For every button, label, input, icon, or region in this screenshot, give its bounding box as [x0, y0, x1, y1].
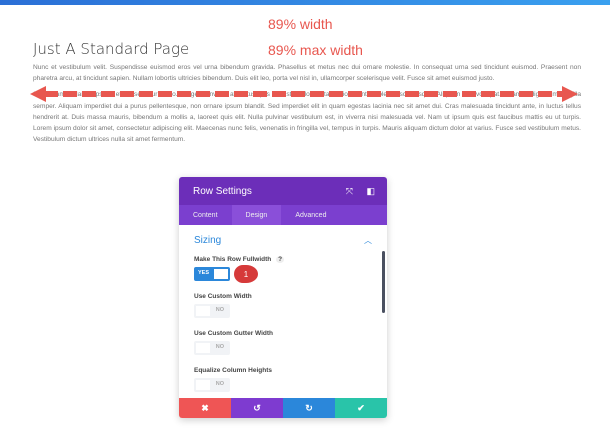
tab-advanced[interactable]: Advanced — [295, 211, 327, 219]
undo-button[interactable]: ↺ — [231, 398, 283, 418]
tab-content[interactable]: Content — [193, 211, 218, 219]
annotation-max-width: 89% max width — [268, 42, 363, 58]
tab-design[interactable]: Design — [231, 205, 282, 225]
modal-title: Row Settings — [193, 185, 252, 197]
fullwidth-toggle[interactable]: YES — [194, 267, 230, 281]
cancel-button[interactable]: ✖ — [179, 398, 231, 418]
check-icon: ✔ — [357, 402, 365, 413]
close-icon: ✖ — [201, 402, 209, 413]
section-sizing[interactable]: Sizing ︿ — [194, 235, 372, 246]
annotation-width: 89% width — [268, 16, 333, 32]
scrollbar[interactable] — [382, 251, 385, 313]
field-label: Use Custom Gutter Width — [194, 330, 274, 337]
equalize-heights-toggle[interactable]: NO — [194, 378, 230, 392]
undo-icon: ↺ — [253, 402, 261, 413]
sidebar-toggle-icon[interactable]: ◧ — [366, 186, 375, 196]
custom-width-toggle[interactable]: NO — [194, 304, 230, 318]
field-label: Equalize Column Heights — [194, 367, 273, 374]
field-label: Make This Row Fullwidth ? — [194, 256, 285, 263]
double-arrow-icon — [30, 86, 578, 102]
row-settings-modal: Row Settings ⤧ ◧ Content Design Advanced… — [179, 177, 387, 418]
gutter-width-toggle[interactable]: NO — [194, 341, 230, 355]
redo-button[interactable]: ↻ — [283, 398, 335, 418]
redo-icon: ↻ — [305, 402, 313, 413]
expand-icon[interactable]: ⤧ — [345, 186, 353, 196]
step-badge: 1 — [234, 265, 258, 283]
field-label: Use Custom Width — [194, 293, 252, 300]
page-title: Just A Standard Page — [33, 40, 190, 58]
modal-header: Row Settings ⤧ ◧ — [179, 177, 387, 205]
help-icon[interactable]: ? — [276, 256, 285, 263]
section-title: Sizing — [194, 235, 222, 246]
chevron-up-icon[interactable]: ︿ — [364, 236, 372, 245]
top-bar — [0, 0, 610, 5]
paragraph-1: Nunc et vestibulum velit. Suspendisse eu… — [33, 64, 581, 83]
save-button[interactable]: ✔ — [335, 398, 387, 418]
paragraph-2: Sed sit amet blandit ipsum, et consectet… — [33, 91, 581, 144]
page-content: Nunc et vestibulum velit. Suspendisse eu… — [33, 62, 581, 145]
